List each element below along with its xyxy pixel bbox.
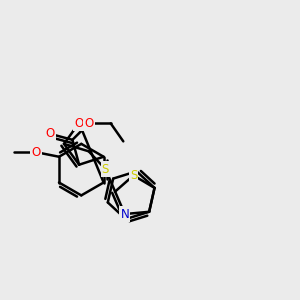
Text: S: S — [102, 163, 109, 176]
Text: O: O — [32, 146, 41, 159]
Text: O: O — [84, 117, 94, 130]
Text: O: O — [45, 127, 55, 140]
Text: O: O — [74, 116, 84, 130]
Text: N: N — [120, 208, 129, 220]
Text: S: S — [130, 169, 137, 182]
